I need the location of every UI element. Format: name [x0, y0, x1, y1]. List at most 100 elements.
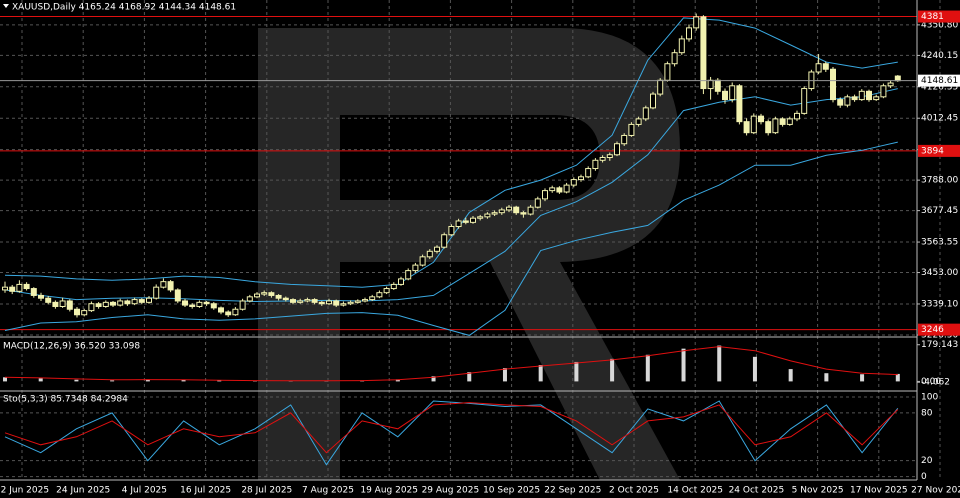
macd-bar	[717, 345, 722, 382]
candle-body	[477, 216, 484, 219]
candle-body	[362, 299, 368, 302]
stochastic-tick-label: 20	[921, 456, 933, 466]
candle-body	[484, 213, 491, 218]
candle-body	[614, 143, 620, 156]
candle-body	[239, 300, 246, 310]
candle-body	[520, 212, 527, 215]
candle-body	[124, 300, 131, 305]
candle-body	[146, 297, 152, 303]
candle-body	[153, 286, 160, 299]
candle-body	[160, 281, 167, 288]
candle-body	[714, 79, 721, 92]
stochastic-label: Sto(5,3,3) 85.7348 84.2984	[3, 395, 128, 405]
macd-bar	[860, 374, 865, 382]
candle-body	[59, 300, 66, 307]
y-tick-label: 3453.00	[921, 268, 958, 278]
candle-body	[297, 300, 304, 303]
menu-arrow[interactable]	[3, 4, 9, 8]
candle-body	[38, 294, 44, 299]
candle-body	[750, 115, 757, 134]
candle-body	[218, 307, 224, 313]
macd-signal	[4, 346, 898, 382]
candle-body	[16, 283, 23, 292]
candle-body	[628, 123, 635, 136]
candle-body	[369, 296, 376, 301]
candle-body	[398, 278, 404, 285]
candle-body	[138, 299, 145, 303]
x-tick-label: 10 Sep 2025	[483, 486, 540, 496]
x-tick-label: 5 Nov 2025	[792, 486, 844, 496]
candle-body	[556, 187, 563, 193]
macd-bar	[538, 365, 543, 382]
x-tick-label: 24 Oct 2025	[729, 486, 785, 496]
candle-body	[340, 303, 347, 306]
candle-body	[88, 303, 95, 312]
candle-body	[606, 154, 613, 159]
level-label: 3894	[921, 146, 944, 156]
macd-bar	[610, 358, 615, 382]
candle-body	[174, 289, 181, 302]
candle-body	[383, 288, 390, 294]
candle-body	[563, 184, 570, 193]
macd-bar	[145, 379, 150, 382]
candle-body	[290, 299, 296, 303]
candle-body	[650, 93, 656, 109]
macd-bar	[752, 356, 757, 382]
candle-body	[801, 88, 808, 114]
macd-tick-label: 0.00	[921, 377, 941, 387]
candle-body	[268, 292, 275, 296]
candle-body	[887, 82, 894, 87]
x-tick-label: 12 Jun 2025	[0, 486, 49, 496]
candle-body	[657, 79, 664, 95]
last-price-box	[918, 74, 960, 87]
candle-body	[182, 300, 188, 306]
candle-body	[707, 79, 714, 90]
candle-body	[592, 159, 599, 170]
candle-body	[772, 118, 779, 134]
candle-body	[599, 157, 606, 161]
candle-body	[74, 308, 80, 316]
candle-body	[642, 107, 649, 120]
grid	[0, 0, 941, 480]
candle-body	[167, 281, 174, 291]
candle-body	[491, 212, 498, 215]
candle-body	[52, 301, 59, 307]
macd-bar	[110, 380, 115, 382]
candle-body	[9, 286, 16, 292]
y-tick-label: 4012.45	[921, 114, 958, 124]
macd-tick-label: -4.062	[921, 378, 950, 388]
level-label-box	[918, 10, 960, 23]
candle-body	[700, 16, 707, 90]
axes: 4350.804240.154126.354012.453898.603788.…	[0, 10, 960, 496]
candle-body	[866, 90, 872, 101]
candle-body	[347, 301, 354, 305]
candle-body	[196, 301, 203, 307]
macd-bar	[3, 377, 7, 382]
candle-body	[851, 96, 858, 101]
candle-body	[549, 187, 556, 192]
candle-body	[354, 300, 361, 303]
y-tick-label: 4240.15	[921, 51, 958, 61]
level-label-box	[918, 144, 960, 157]
candle-body	[131, 299, 138, 305]
candle-body	[326, 300, 332, 305]
candle-body	[498, 209, 505, 214]
x-tick-label: 24 Jun 2025	[56, 486, 110, 496]
candle-body	[448, 225, 455, 236]
macd-bar	[431, 376, 436, 382]
level-label: 3246	[921, 325, 944, 335]
candle-body	[830, 68, 836, 101]
x-tick-label: 27 Nov 2025	[911, 486, 960, 496]
candle-body	[664, 63, 671, 81]
candle-body	[858, 90, 865, 101]
candle-body	[232, 308, 239, 316]
candle-body	[470, 217, 476, 223]
stochastic-main	[4, 400, 899, 466]
macd-bar	[74, 379, 79, 382]
candle-body	[844, 96, 851, 106]
x-tick-label: 22 Sep 2025	[544, 486, 601, 496]
candle-body	[275, 294, 282, 299]
candle-body	[333, 300, 340, 306]
candle-body	[815, 63, 822, 73]
